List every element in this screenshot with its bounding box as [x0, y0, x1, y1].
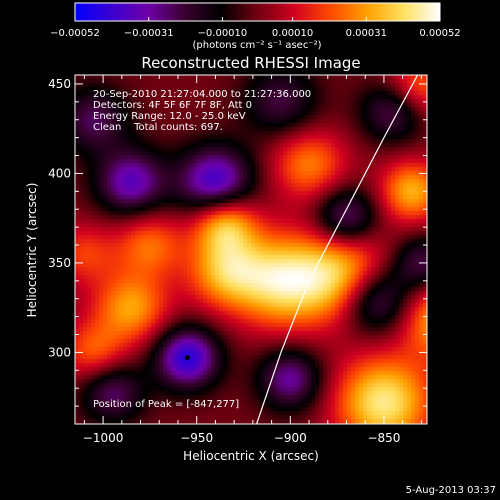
annotation-time-range: 20-Sep-2010 21:27:04.000 to 21:27:36.000	[93, 89, 311, 100]
colorbar-tick-label: 0.00052	[419, 28, 460, 39]
chart-title: Reconstructed RHESSI Image	[141, 54, 360, 72]
y-tick-label: 350	[48, 256, 71, 270]
colorbar-tick-label: 0.00010	[272, 28, 313, 39]
colorbar-ticks: −0.00052 −0.00031 −0.00010 0.00010 0.00031 0.…	[50, 17, 461, 39]
y-tick-label: 450	[48, 77, 71, 91]
solar-limb-curve	[256, 75, 419, 424]
colorbar-tick-label: −0.00052	[50, 28, 100, 39]
colorbar-tick-label: 0.00031	[346, 28, 387, 39]
colorbar-unit-label: (photons cm⁻² s⁻¹ asec⁻²)	[192, 40, 321, 51]
y-tick-label: 400	[48, 166, 71, 180]
x-tick-label: −950	[180, 431, 213, 445]
colorbar-tick-label: −0.00031	[124, 28, 174, 39]
annotation-clean-counts: Clean Total counts: 697.	[93, 122, 223, 133]
annotation-detectors: Detectors: 4F 5F 6F 7F 8F, Att 0	[93, 100, 252, 111]
colorbar-tick-label: −0.00010	[198, 28, 248, 39]
y-tick-label: 300	[48, 345, 71, 359]
footer-date: 5-Aug-2013 03:37	[406, 485, 496, 496]
x-axis-label: Heliocentric X (arcsec)	[183, 449, 319, 463]
y-axis-label: Heliocentric Y (arcsec)	[25, 183, 39, 318]
plot-frame	[74, 74, 428, 425]
x-tick-label: −1000	[83, 431, 124, 445]
axis-ticks: −1000 −950 −900 −850 300 350 400 450	[48, 75, 427, 445]
peak-position-label: Position of Peak = [-847,277]	[93, 399, 239, 410]
x-tick-label: −850	[367, 431, 400, 445]
x-tick-label: −900	[274, 431, 307, 445]
colorbar	[74, 2, 441, 22]
minimum-marker	[184, 355, 190, 361]
observation-annotations: 20-Sep-2010 21:27:04.000 to 21:27:36.000…	[93, 89, 311, 133]
annotation-energy-range: Energy Range: 12.0 - 25.0 keV	[93, 111, 246, 122]
heatmap-area	[75, 75, 427, 424]
